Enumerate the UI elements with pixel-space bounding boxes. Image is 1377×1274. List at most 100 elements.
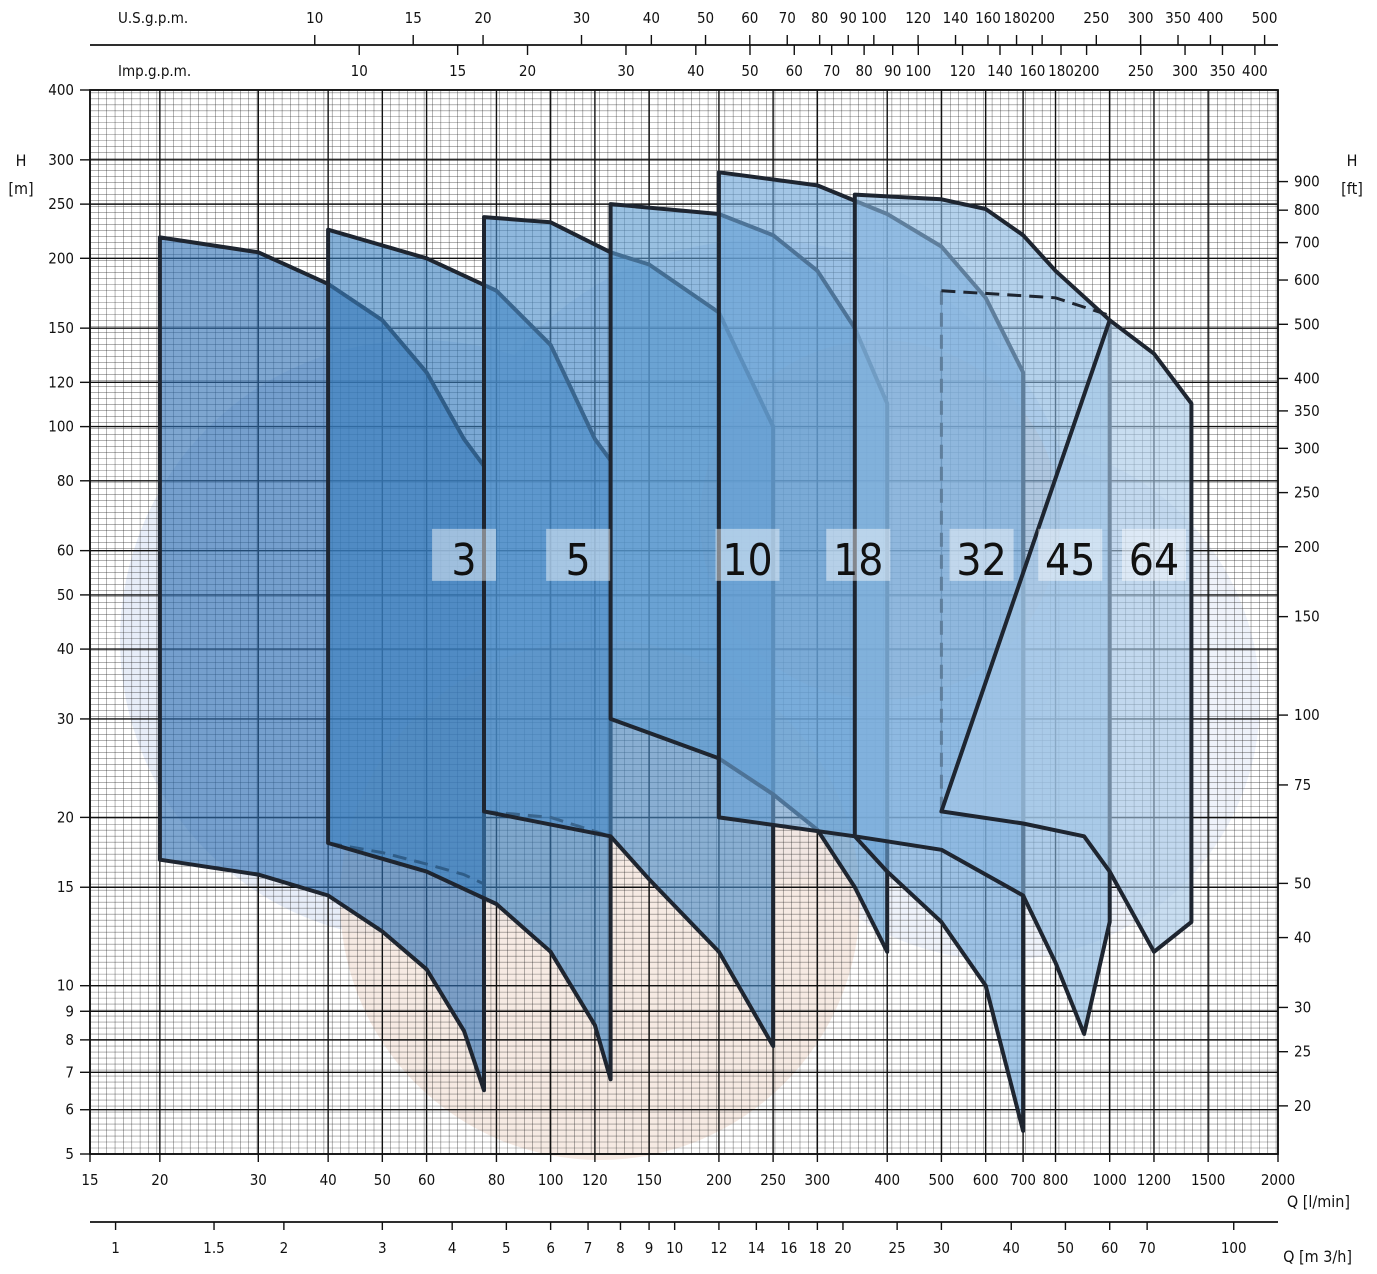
m3h-tick-label-2: 2 (280, 1239, 289, 1257)
x-tick-label-11: 250 (760, 1171, 786, 1189)
x-tick-label-1: 20 (151, 1171, 168, 1189)
usgpm-tick-label-4: 40 (643, 9, 660, 27)
m3h-tick-label-12: 14 (748, 1239, 765, 1257)
ft-tick-label-17: 900 (1294, 173, 1320, 191)
x-tick-label-16: 700 (1010, 1171, 1036, 1189)
x-tick-label-7: 100 (538, 1171, 564, 1189)
ft-tick-label-14: 600 (1294, 271, 1320, 289)
x-tick-label-19: 1200 (1137, 1171, 1171, 1189)
x-tick-label-15: 600 (973, 1171, 999, 1189)
impgpm-tick-label-12: 140 (987, 62, 1013, 80)
y-tick-label-19: 400 (48, 81, 74, 99)
usgpm-tick-label-18: 350 (1165, 9, 1191, 27)
y-tick-label-7: 20 (57, 808, 74, 826)
m3h-tick-label-21: 70 (1139, 1239, 1156, 1257)
usgpm-tick-label-8: 80 (811, 9, 828, 27)
y-tick-label-15: 150 (48, 319, 74, 337)
usgpm-tick-label-12: 140 (943, 9, 969, 27)
series-label-18: 18 (833, 535, 883, 586)
y-tick-label-4: 9 (65, 1002, 74, 1020)
impgpm-axis-label: Imp.g.p.m. (118, 62, 191, 80)
y-tick-label-0: 5 (65, 1145, 74, 1163)
impgpm-tick-label-11: 120 (950, 62, 976, 80)
m3h-tick-label-22: 100 (1221, 1239, 1247, 1257)
usgpm-tick-label-20: 500 (1252, 9, 1278, 27)
y-tick-label-10: 50 (57, 586, 74, 604)
usgpm-axis-label: U.S.g.p.m. (118, 9, 188, 27)
plot-frame (89, 89, 1279, 1155)
ft-tick-label-1: 25 (1294, 1043, 1311, 1061)
impgpm-tick-label-0: 10 (351, 62, 368, 80)
series-label-bg-10 (715, 528, 780, 581)
usgpm-tick-label-17: 300 (1128, 9, 1154, 27)
ft-tick-label-10: 300 (1294, 439, 1320, 457)
m3h-tick-label-16: 25 (889, 1239, 906, 1257)
ft-tick-label-15: 700 (1294, 234, 1320, 252)
series-label-45: 45 (1045, 535, 1095, 586)
impgpm-tick-label-2: 20 (519, 62, 536, 80)
usgpm-tick-label-0: 10 (306, 9, 323, 27)
series-label-bg-5 (546, 528, 611, 581)
usgpm-tick-label-5: 50 (697, 9, 714, 27)
impgpm-tick-label-3: 30 (617, 62, 634, 80)
usgpm-tick-label-9: 90 (840, 9, 857, 27)
x-tick-label-14: 500 (929, 1171, 955, 1189)
impgpm-tick-label-9: 90 (884, 62, 901, 80)
m3h-tick-label-15: 20 (834, 1239, 851, 1257)
y-tick-label-5: 10 (57, 977, 74, 995)
m3h-tick-label-8: 8 (616, 1239, 625, 1257)
impgpm-tick-label-13: 160 (1020, 62, 1046, 80)
x-tick-label-12: 300 (804, 1171, 830, 1189)
m3h-tick-label-14: 18 (809, 1239, 826, 1257)
m3h-tick-label-9: 9 (645, 1239, 654, 1257)
impgpm-tick-label-8: 80 (856, 62, 873, 80)
m3h-tick-label-5: 5 (502, 1239, 511, 1257)
ft-tick-label-0: 20 (1294, 1097, 1311, 1115)
series-label-3: 3 (451, 535, 476, 586)
x-tick-label-13: 400 (874, 1171, 900, 1189)
impgpm-tick-label-16: 250 (1128, 62, 1154, 80)
x-tick-label-4: 50 (374, 1171, 391, 1189)
usgpm-tick-label-15: 200 (1029, 9, 1055, 27)
impgpm-tick-label-15: 200 (1074, 62, 1100, 80)
series-label-bg-45 (1038, 528, 1103, 581)
ft-axis-unit: [ft] (1341, 179, 1363, 198)
ft-tick-label-6: 100 (1294, 706, 1320, 724)
y-tick-label-14: 120 (48, 373, 74, 391)
impgpm-tick-label-18: 350 (1210, 62, 1236, 80)
series-label-32: 32 (956, 535, 1006, 586)
m3h-tick-label-19: 50 (1057, 1239, 1074, 1257)
usgpm-tick-label-1: 15 (405, 9, 422, 27)
usgpm-tick-label-13: 160 (975, 9, 1001, 27)
ft-tick-label-5: 75 (1294, 776, 1311, 794)
m3h-axis-label: Q [m 3/h] (1283, 1247, 1352, 1266)
x-tick-label-0: 15 (81, 1171, 98, 1189)
x-tick-label-17: 800 (1043, 1171, 1069, 1189)
y-tick-label-17: 250 (48, 195, 74, 213)
usgpm-tick-label-7: 70 (779, 9, 796, 27)
y-tick-label-12: 80 (57, 472, 74, 490)
m3h-tick-label-6: 6 (546, 1239, 555, 1257)
x-tick-label-20: 1500 (1191, 1171, 1225, 1189)
series-label-5: 5 (566, 535, 591, 586)
x-tick-label-2: 30 (250, 1171, 267, 1189)
ft-axis-label: H (1347, 151, 1358, 170)
ft-tick-label-4: 50 (1294, 874, 1311, 892)
m3h-tick-label-11: 12 (710, 1239, 727, 1257)
usgpm-tick-label-14: 180 (1004, 9, 1030, 27)
ft-tick-label-7: 150 (1294, 608, 1320, 626)
y-tick-label-2: 7 (65, 1063, 74, 1081)
x-tick-label-8: 120 (582, 1171, 608, 1189)
series-label-bg-3 (432, 528, 497, 581)
m3h-tick-label-0: 1 (111, 1239, 120, 1257)
impgpm-tick-label-19: 400 (1242, 62, 1268, 80)
ft-tick-label-3: 40 (1294, 929, 1311, 947)
x-tick-label-5: 60 (418, 1171, 435, 1189)
impgpm-tick-label-17: 300 (1172, 62, 1198, 80)
series-dashed-top-45 (941, 289, 1111, 317)
y-axis-label: H (16, 151, 27, 170)
m3h-tick-label-10: 10 (666, 1239, 683, 1257)
x-tick-label-3: 40 (320, 1171, 337, 1189)
impgpm-tick-label-7: 70 (823, 62, 840, 80)
